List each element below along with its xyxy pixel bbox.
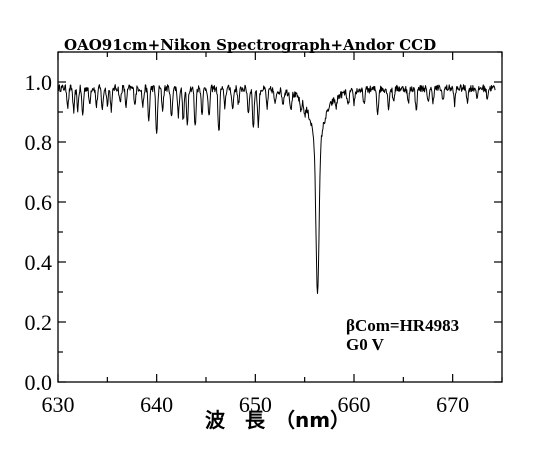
chart-title: OAO91cm+Nikon Spectrograph+Andor CCD [64, 36, 436, 54]
x-tick-label: 630 [42, 392, 75, 417]
spectral-type-annotation: G0 V [346, 335, 385, 354]
y-tick-label: 0.8 [25, 130, 53, 155]
y-axis-tick-labels: 0.0 0.2 0.4 0.6 0.8 1.0 [25, 70, 53, 395]
y-tick-label: 0.4 [25, 250, 53, 275]
x-axis-label: 波 長 （nm） [205, 408, 350, 432]
x-tick-label: 640 [140, 392, 173, 417]
plot-frame [57, 51, 503, 383]
series-line-spectrum [57, 84, 496, 295]
x-axis-tick-labels: 630 640 650 660 670 [42, 392, 470, 417]
y-tick-label: 0.6 [25, 190, 53, 215]
y-tick-label: 0.2 [25, 310, 53, 335]
x-tick-label: 670 [436, 392, 469, 417]
star-annotation: βCom=HR4983 [346, 316, 459, 335]
x-axis-ticks [57, 52, 503, 382]
x-tick-label: 650 [239, 392, 272, 417]
y-axis-ticks [58, 51, 502, 383]
y-tick-label: 0.0 [25, 370, 53, 395]
x-tick-label: 660 [338, 392, 371, 417]
y-tick-label: 1.0 [25, 70, 53, 95]
